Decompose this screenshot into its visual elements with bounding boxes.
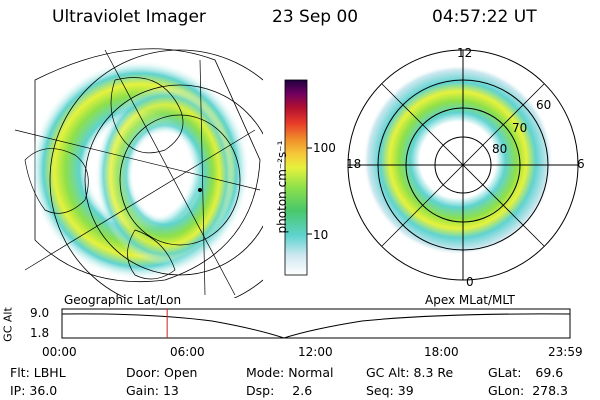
gcalt-label: GC Alt: bbox=[366, 365, 410, 380]
glat-label: GLat: bbox=[488, 365, 522, 380]
flt-label: Flt: bbox=[10, 365, 30, 380]
mlat-label-70: 70 bbox=[512, 121, 528, 135]
colorbar-tick-10: 10 bbox=[313, 228, 329, 242]
glat-value: 69.6 bbox=[535, 365, 564, 380]
intensity-colorbar bbox=[284, 79, 312, 276]
status-dsp: Dsp: 2.6 bbox=[246, 383, 312, 398]
timeline-xtick-1200: 12:00 bbox=[298, 345, 333, 359]
gcalt-value: 8.3 Re bbox=[413, 365, 454, 380]
door-value: Open bbox=[164, 365, 198, 380]
mlt-label-18: 18 bbox=[346, 157, 362, 171]
timeline-ytick-bottom: 1.8 bbox=[30, 326, 50, 340]
status-gain: Gain: 13 bbox=[126, 383, 179, 398]
ip-value: 36.0 bbox=[29, 383, 58, 398]
instrument-title: Ultraviolet Imager bbox=[52, 7, 206, 27]
altitude-timeline bbox=[61, 308, 571, 339]
mlt-label-12: 12 bbox=[457, 46, 473, 60]
mlat-label-60: 60 bbox=[536, 98, 552, 112]
timeline-xtick-0600: 06:00 bbox=[170, 345, 205, 359]
mlat-label-80: 80 bbox=[492, 142, 508, 156]
dsp-value: 2.6 bbox=[292, 383, 313, 398]
timeline-ytick-top: 9.0 bbox=[30, 306, 50, 320]
mode-label: Mode: bbox=[246, 365, 285, 380]
timeline-right-title: Apex MLat/MLT bbox=[425, 293, 515, 307]
geographic-aurora-image bbox=[14, 48, 263, 298]
timeline-left-title: Geographic Lat/Lon bbox=[64, 293, 182, 307]
glon-value: 278.3 bbox=[532, 383, 568, 398]
ip-label: IP: bbox=[10, 383, 26, 398]
seq-value: 39 bbox=[397, 383, 414, 398]
timeline-xtick-0000: 00:00 bbox=[42, 345, 77, 359]
glon-label: GLon: bbox=[488, 383, 525, 398]
gain-label: Gain: bbox=[126, 383, 159, 398]
image-time: 04:57:22 UT bbox=[432, 7, 537, 27]
gain-value: 13 bbox=[162, 383, 179, 398]
status-glon: GLon: 278.3 bbox=[488, 383, 568, 398]
status-flt: Flt: LBHL bbox=[10, 365, 66, 380]
status-door: Door: Open bbox=[126, 365, 197, 380]
status-gc-alt: GC Alt: 8.3 Re bbox=[366, 365, 453, 380]
dsp-label: Dsp: bbox=[246, 383, 275, 398]
status-ip: IP: 36.0 bbox=[10, 383, 57, 398]
mlt-label-0: 0 bbox=[466, 275, 474, 289]
colorbar-tick-100: 100 bbox=[313, 141, 336, 155]
status-seq: Seq: 39 bbox=[366, 383, 414, 398]
timeline-xtick-2359: 23:59 bbox=[548, 345, 583, 359]
image-date: 23 Sep 00 bbox=[272, 7, 359, 27]
timeline-xtick-1800: 18:00 bbox=[424, 345, 459, 359]
seq-label: Seq: bbox=[366, 383, 394, 398]
timeline-y-axis-label: GC Alt bbox=[1, 307, 15, 342]
status-glat: GLat: 69.6 bbox=[488, 365, 563, 380]
door-label: Door: bbox=[126, 365, 161, 380]
polar-aurora-plot bbox=[347, 49, 579, 281]
mode-value: Normal bbox=[288, 365, 334, 380]
colorbar-unit-label: photon cm⁻²s⁻¹ bbox=[275, 140, 289, 234]
status-mode: Mode: Normal bbox=[246, 365, 334, 380]
mlt-label-6: 6 bbox=[577, 157, 585, 171]
flt-value: LBHL bbox=[33, 365, 66, 380]
